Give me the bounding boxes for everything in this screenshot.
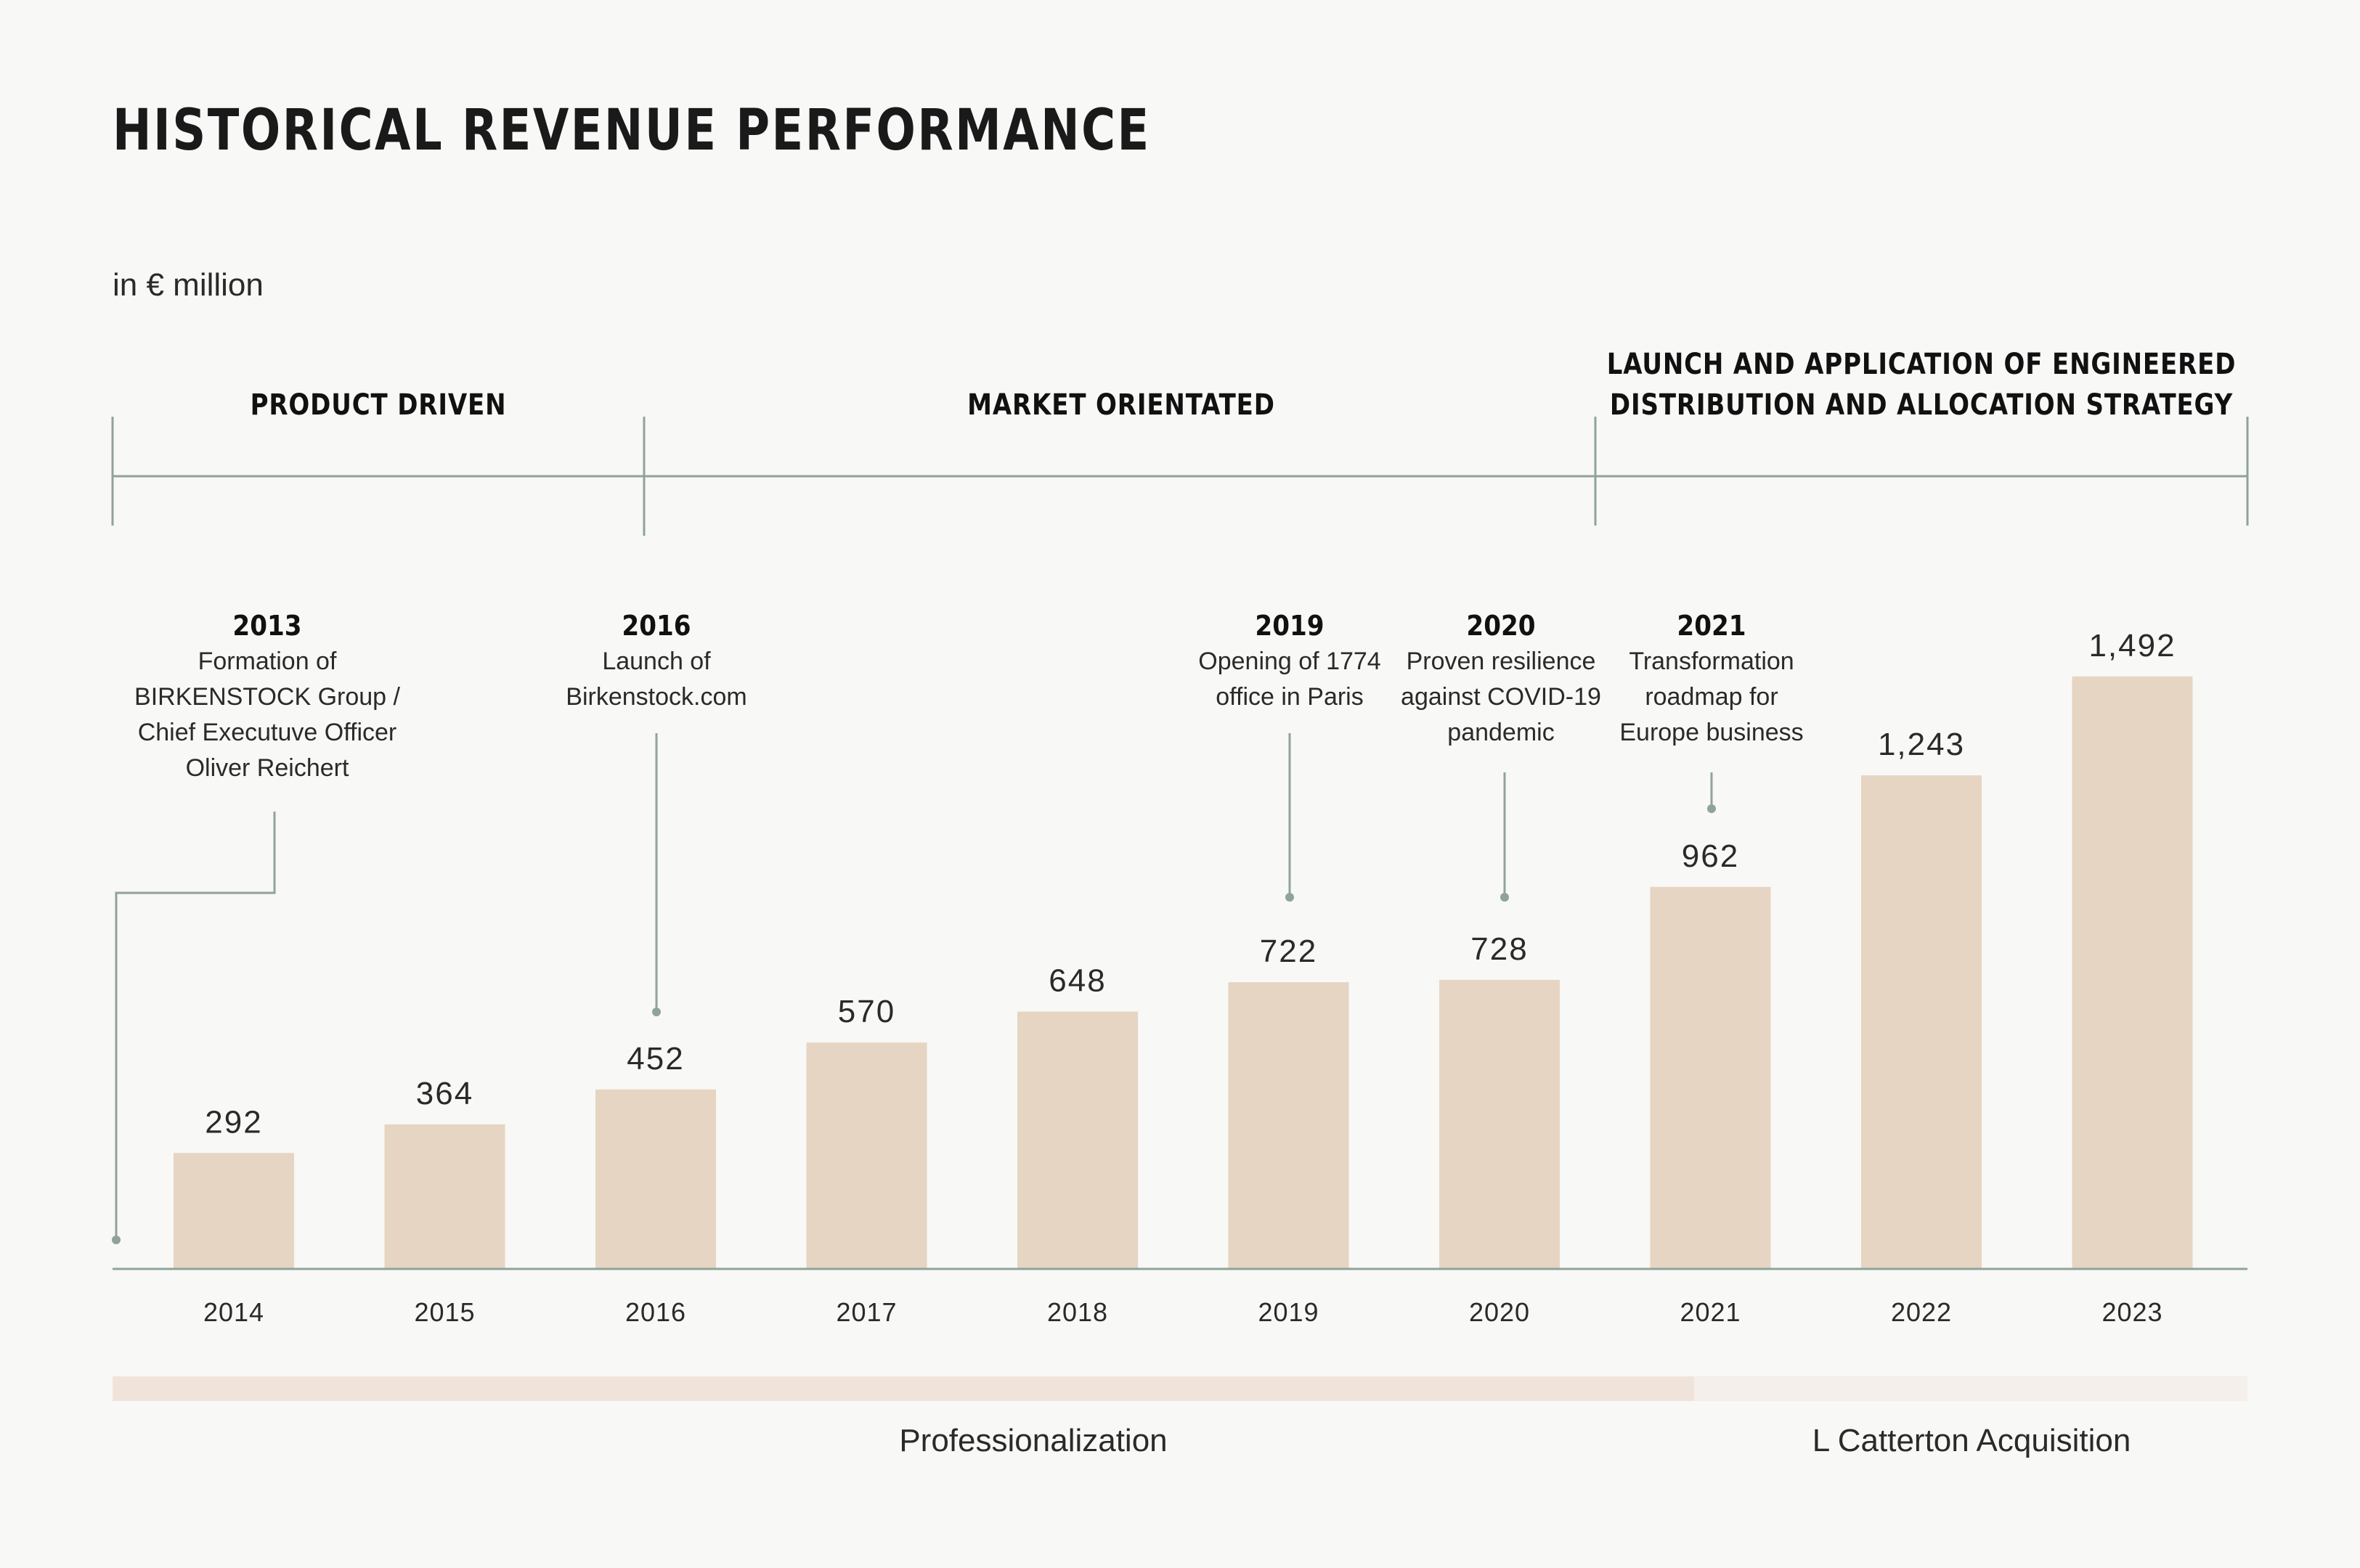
bar-2020 [1439, 980, 1560, 1269]
bar-2021 [1651, 887, 1771, 1269]
milestone-year: 2016 [575, 608, 738, 644]
tick-labels-layer: 2014 2015 2016 2017 2018 2019 2020 2021 2022 2023 [203, 1297, 2163, 1327]
acquisition-label: L Catterton Acquisition [1812, 1423, 2131, 1459]
bar-2023 [2072, 677, 2193, 1269]
tick-label-2018: 2018 [1047, 1297, 1108, 1327]
value-label-2014: 292 [205, 1104, 262, 1140]
milestone-2016: 2016 Launch of Birkenstock.com [566, 608, 746, 715]
milestone-year: 2013 [147, 608, 386, 644]
tick-label-2014: 2014 [203, 1297, 264, 1327]
tick-label-2021: 2021 [1680, 1297, 1741, 1327]
milestone-text: Oliver Reichert [134, 751, 400, 786]
milestone-text: Proven resilience [1401, 644, 1601, 679]
milestone-text: office in Paris [1198, 679, 1380, 715]
bar-2016 [595, 1090, 716, 1269]
value-label-2018: 648 [1049, 963, 1106, 999]
milestone-text: roadmap for [1619, 679, 1803, 715]
milestone-text: Europe business [1619, 715, 1803, 751]
value-label-2019: 722 [1260, 934, 1317, 969]
value-label-2020: 728 [1470, 931, 1528, 967]
tick-label-2023: 2023 [2101, 1297, 2162, 1327]
bars-layer [174, 677, 2193, 1269]
value-label-2022: 1,243 [1878, 727, 1965, 762]
phase-timeline [113, 417, 2247, 536]
tick-label-2017: 2017 [836, 1297, 897, 1327]
phase-label-product-driven: PRODUCT DRIVEN [251, 385, 507, 425]
value-label-2016: 452 [627, 1041, 684, 1077]
value-label-2015: 364 [416, 1076, 473, 1111]
professionalization-label: Professionalization [899, 1423, 1167, 1459]
acquisition-band [1694, 1376, 2247, 1401]
connector-dot-2019 [1285, 893, 1294, 902]
bar-2015 [385, 1124, 505, 1269]
professionalization-band [113, 1376, 1694, 1401]
milestone-year: 2019 [1208, 608, 1372, 644]
milestone-text: Opening of 1774 [1198, 644, 1380, 679]
tick-label-2015: 2015 [414, 1297, 475, 1327]
tick-label-2022: 2022 [1891, 1297, 1952, 1327]
value-label-2017: 570 [838, 994, 895, 1029]
connector-dot-2021 [1707, 804, 1716, 813]
connector-dot-2016 [652, 1008, 661, 1016]
milestone-2019: 2019 Opening of 1774 office in Paris [1198, 608, 1380, 715]
page-title: HISTORICAL REVENUE PERFORMANCE [113, 98, 1151, 163]
bar-2018 [1017, 1012, 1138, 1269]
milestone-text: Transformation [1619, 644, 1803, 679]
phase-label-line: LAUNCH AND APPLICATION OF ENGINEERED [1607, 348, 2237, 381]
connector-dot-2020 [1500, 893, 1509, 902]
value-label-2021: 962 [1682, 838, 1739, 874]
bar-2022 [1861, 775, 1982, 1269]
milestone-text: Formation of [134, 644, 400, 679]
phase-label-line: DISTRIBUTION AND ALLOCATION STRATEGY [1610, 388, 2233, 422]
bar-2017 [807, 1042, 927, 1269]
milestone-year: 2021 [1629, 608, 1794, 644]
milestone-text: against COVID-19 [1401, 679, 1601, 715]
connector-dot-2013 [112, 1236, 121, 1244]
phase-label-engineered-distribution: LAUNCH AND APPLICATION OF ENGINEERED DIS… [1607, 344, 2237, 425]
tick-label-2020: 2020 [1469, 1297, 1530, 1327]
unit-label: in € million [113, 267, 264, 303]
tick-label-2016: 2016 [625, 1297, 686, 1327]
phase-label-line: MARKET ORIENTATED [967, 388, 1275, 422]
milestone-2020: 2020 Proven resilience against COVID-19 … [1401, 608, 1601, 751]
value-label-2023: 1,492 [2088, 628, 2176, 663]
tick-label-2019: 2019 [1258, 1297, 1319, 1327]
bar-2019 [1229, 982, 1349, 1269]
milestone-text: Birkenstock.com [566, 679, 746, 715]
phase-label-market-orientated: MARKET ORIENTATED [967, 385, 1275, 425]
milestone-2021: 2021 Transformation roadmap for Europe b… [1619, 608, 1803, 751]
milestone-text: Chief Executuve Officer [134, 715, 400, 751]
bar-2014 [174, 1153, 294, 1269]
milestone-text: Launch of [566, 644, 746, 679]
milestone-2013: 2013 Formation of BIRKENSTOCK Group / Ch… [134, 608, 400, 786]
milestone-text: BIRKENSTOCK Group / [134, 679, 400, 715]
phase-label-line: PRODUCT DRIVEN [251, 388, 507, 422]
milestone-year: 2020 [1411, 608, 1591, 644]
milestone-text: pandemic [1401, 715, 1601, 751]
